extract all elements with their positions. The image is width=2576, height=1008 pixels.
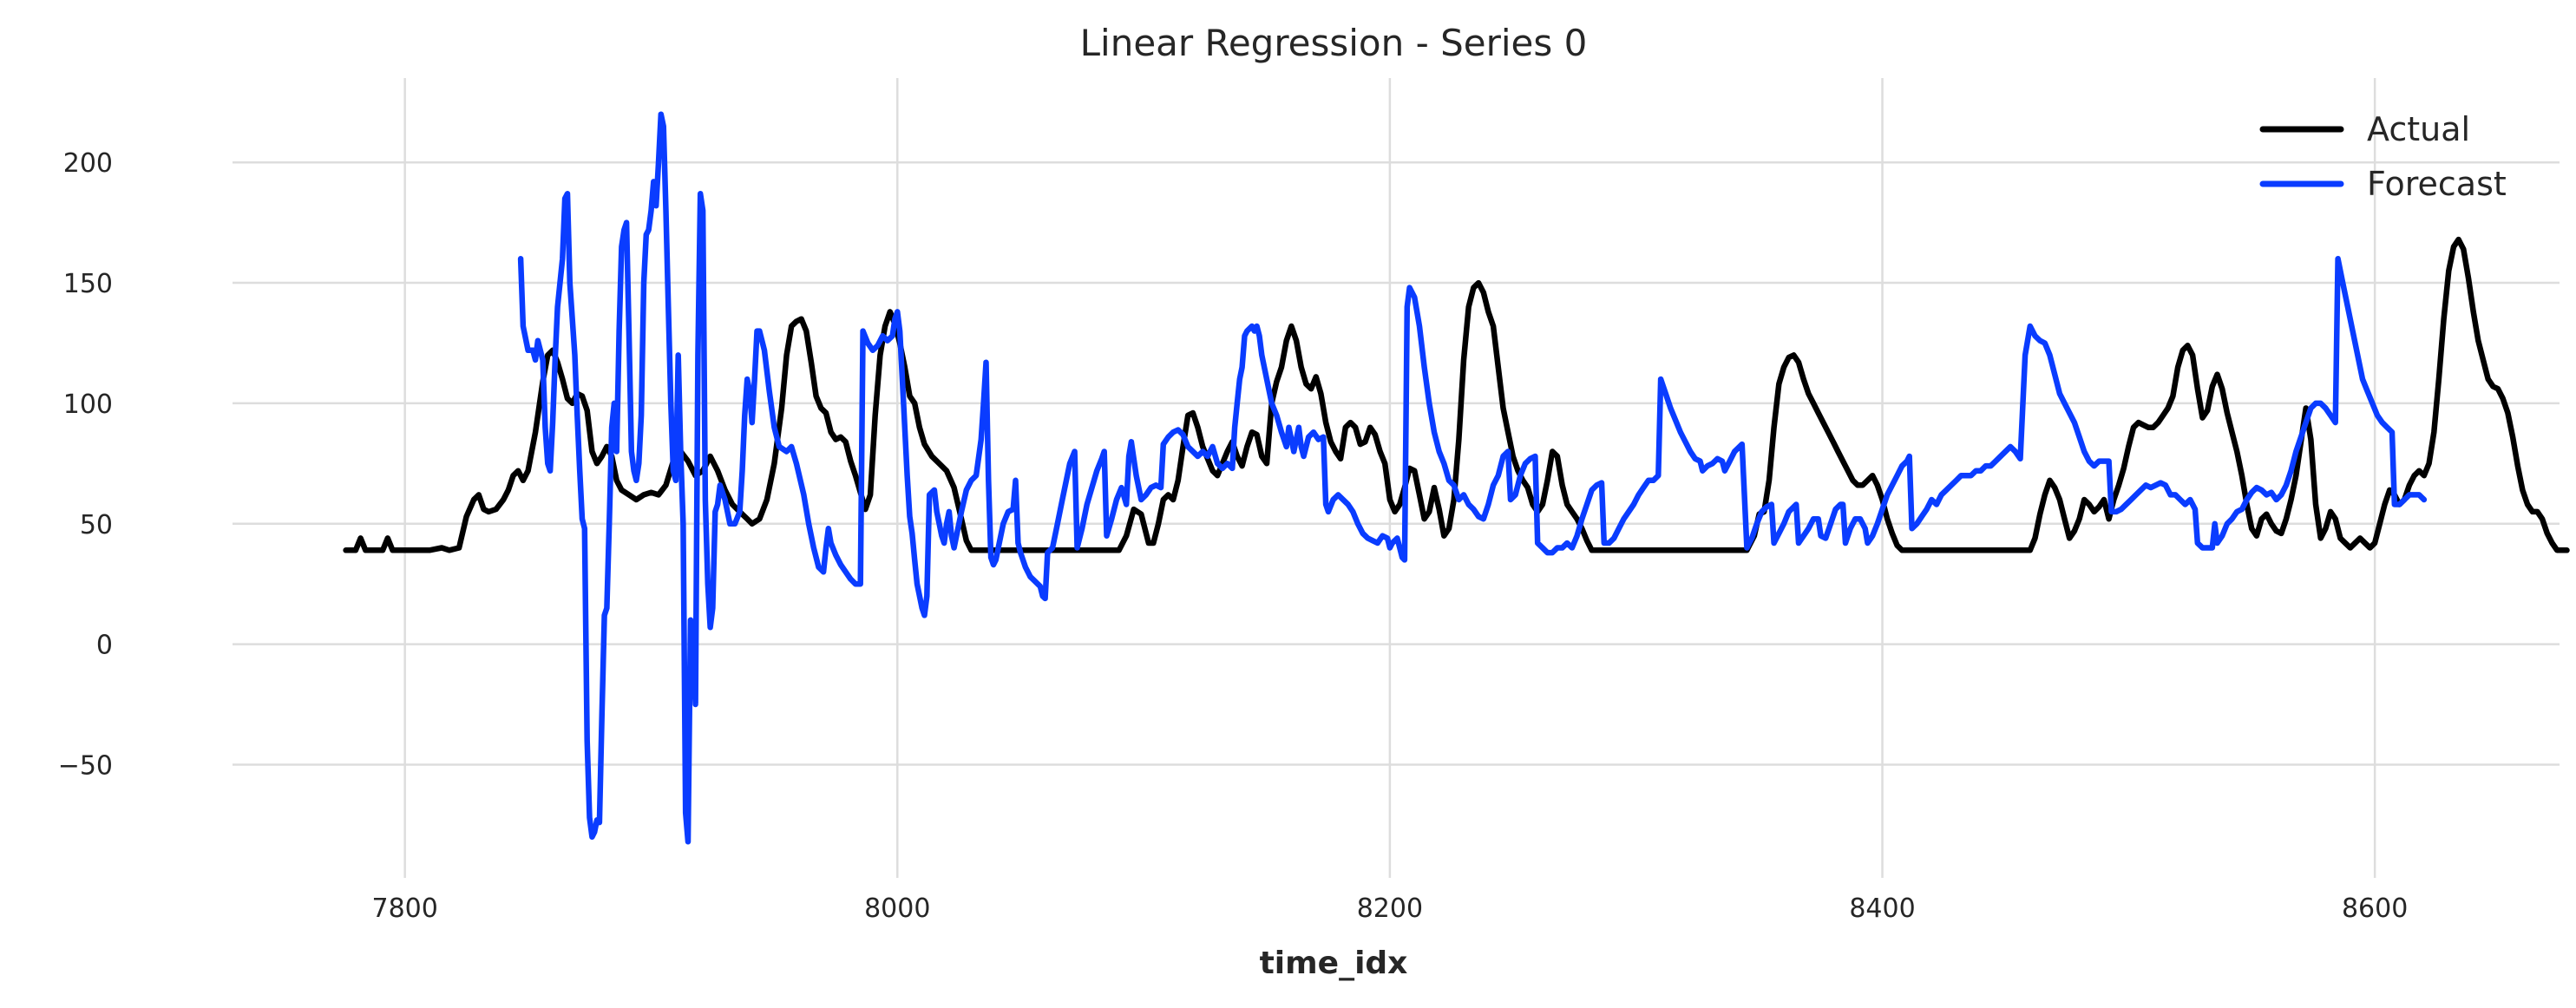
series-line-forecast <box>517 111 2428 845</box>
x-axis-label: time_idx <box>1260 946 1408 981</box>
y-tick-label: 100 <box>63 389 113 420</box>
tick-labels: −50 0 50 100 150 200 7800 8000 8200 8400 8600 <box>58 148 2409 924</box>
legend: Actual Forecast <box>2259 110 2507 203</box>
chart-title: Linear Regression - Series 0 <box>1080 22 1588 64</box>
y-tick-label: 200 <box>63 148 113 179</box>
x-tick-label: 8400 <box>1849 893 1915 924</box>
series-lines <box>343 111 2570 845</box>
x-tick-label: 8200 <box>1357 893 1423 924</box>
x-tick-label: 8600 <box>2342 893 2408 924</box>
legend-label-actual: Actual <box>2367 110 2470 148</box>
y-tick-label: 150 <box>63 269 113 299</box>
x-tick-label: 7800 <box>371 893 437 924</box>
y-tick-label: 0 <box>96 631 113 661</box>
legend-label-forecast: Forecast <box>2367 165 2507 203</box>
y-tick-label: −50 <box>58 750 113 781</box>
y-tick-label: 50 <box>80 510 113 540</box>
x-tick-label: 8000 <box>864 893 930 924</box>
